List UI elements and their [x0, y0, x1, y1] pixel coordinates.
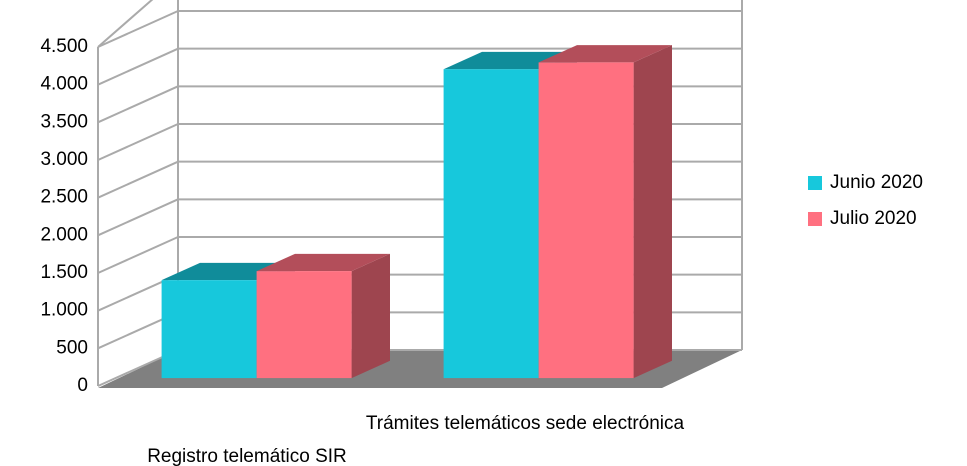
grid-line-side [97, 123, 179, 161]
bar-top [538, 45, 672, 63]
bar [161, 280, 257, 379]
legend-swatch [808, 212, 822, 226]
bar-side [351, 253, 390, 379]
grid-line-side [97, 236, 179, 274]
bar [538, 62, 634, 379]
bar-top [256, 253, 390, 272]
legend-label: Julio 2020 [830, 208, 917, 229]
grid-line-side [97, 47, 179, 86]
y-tick-label: 2.000 [40, 224, 88, 245]
bar-side [633, 45, 672, 379]
y-tick-label: 0 [77, 375, 88, 396]
y-tick-label: 2.500 [40, 187, 88, 208]
legend-label: Junio 2020 [830, 172, 923, 193]
y-tick-label: 4.000 [40, 74, 88, 95]
y-tick-label: 1.000 [40, 300, 88, 321]
y-tick-label: 3.000 [40, 149, 88, 170]
bar [443, 69, 539, 379]
x-tick-label: Trámites telemáticos sede electrónica [366, 413, 685, 434]
x-tick-label: Registro telemático SIR [147, 446, 347, 466]
grid-line-side [97, 160, 179, 199]
y-tick-label: 4.500 [40, 36, 88, 57]
bar [256, 271, 352, 379]
grid-line-side [97, 198, 179, 237]
legend-swatch [808, 176, 822, 190]
y-tick-label: 500 [56, 337, 88, 358]
y-tick-label: 1.500 [40, 262, 88, 283]
y-tick-label: 3.500 [40, 111, 88, 132]
grid-line-side [97, 85, 179, 124]
left-wall-top [97, 0, 154, 48]
grid-line-side [97, 10, 179, 48]
